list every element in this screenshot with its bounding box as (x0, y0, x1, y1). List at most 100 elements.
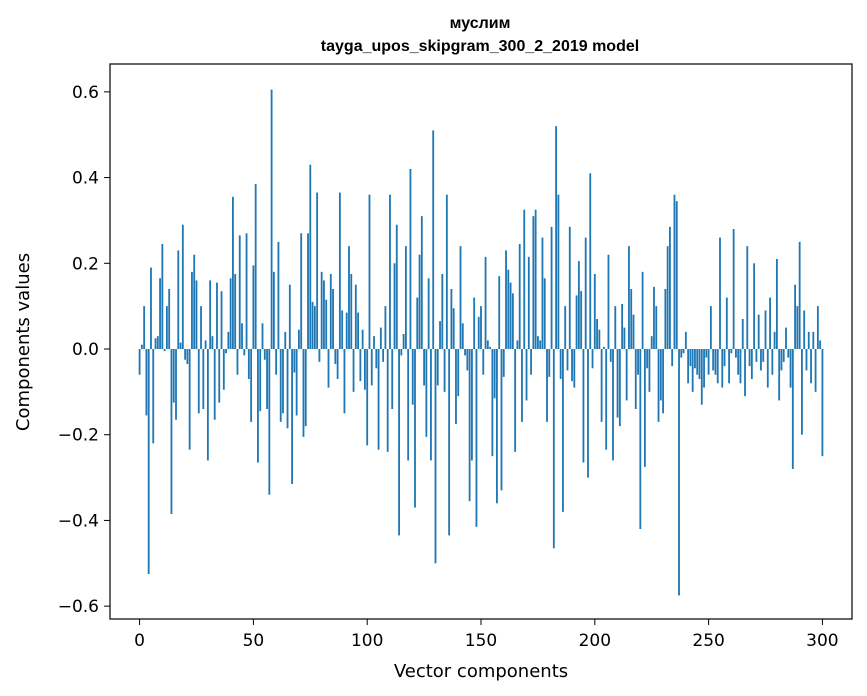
bar-component-112 (393, 263, 396, 349)
bar-component-75 (309, 164, 312, 349)
bar-component-208 (612, 349, 614, 461)
bar-component-190 (571, 349, 573, 382)
bar-component-254 (716, 349, 719, 384)
bar-component-250 (707, 349, 710, 375)
x-tick-label: 300 (806, 631, 838, 651)
bar-component-187 (564, 306, 567, 349)
bar-component-67 (291, 349, 293, 484)
bar-component-55 (263, 349, 266, 360)
bar-component-2 (143, 306, 146, 349)
bar-component-277 (769, 297, 771, 349)
bar-component-47 (245, 233, 248, 349)
bar-component-94 (352, 349, 355, 392)
bar-component-4 (147, 349, 150, 574)
bar-component-252 (712, 349, 715, 371)
bars-group (138, 89, 824, 596)
bar-component-64 (284, 331, 287, 349)
bar-component-239 (682, 349, 685, 354)
bar-component-219 (637, 349, 639, 375)
y-axis-ticks: −0.6 −0.4 −0.2 0.0 0.2 0.4 0.6 (58, 83, 110, 617)
x-tick-label: 0 (134, 631, 145, 651)
bar-component-176 (539, 340, 542, 349)
bar-component-37 (222, 349, 225, 390)
bar-component-120 (411, 349, 414, 405)
x-tick-label: 100 (351, 631, 383, 651)
bar-component-93 (350, 274, 353, 349)
bar-component-215 (628, 246, 630, 349)
bar-component-168 (521, 349, 523, 422)
bar-component-41 (232, 196, 234, 349)
bar-component-32 (211, 336, 214, 349)
bar-component-263 (737, 349, 740, 375)
bar-component-129 (432, 130, 435, 349)
bar-component-17 (177, 250, 180, 349)
bar-component-59 (272, 271, 275, 349)
x-tick-label: 200 (579, 631, 611, 651)
bar-component-241 (687, 349, 690, 384)
bar-component-185 (559, 349, 562, 379)
bar-component-162 (507, 269, 510, 349)
bar-component-16 (175, 349, 177, 420)
bar-component-74 (307, 233, 309, 349)
bar-component-201 (596, 319, 598, 349)
bar-component-105 (377, 349, 380, 450)
bar-component-91 (345, 312, 348, 349)
bar-component-158 (498, 276, 501, 349)
bar-component-197 (587, 349, 589, 478)
bar-component-186 (562, 349, 564, 512)
bar-component-127 (427, 278, 430, 349)
bar-component-242 (689, 349, 692, 367)
bar-component-264 (739, 349, 742, 384)
bar-component-110 (389, 194, 391, 349)
bar-component-223 (646, 349, 649, 369)
bar-component-68 (293, 349, 296, 373)
bar-component-118 (407, 349, 410, 461)
bar-component-97 (359, 349, 362, 382)
bar-component-193 (577, 261, 580, 349)
bar-component-13 (168, 289, 171, 349)
bar-component-161 (505, 250, 507, 349)
bar-component-177 (541, 237, 544, 349)
bar-component-163 (509, 282, 512, 349)
bar-component-273 (760, 349, 762, 371)
bar-component-281 (778, 349, 781, 401)
bar-component-58 (270, 89, 273, 350)
bar-component-207 (609, 349, 612, 362)
x-axis-ticks: 0 50 100 150 200 250 300 (134, 619, 839, 651)
bar-component-271 (755, 349, 758, 362)
bar-component-152 (484, 256, 487, 349)
bar-component-88 (338, 192, 341, 349)
bar-component-253 (714, 349, 717, 375)
bar-component-84 (329, 274, 332, 349)
bar-component-27 (200, 306, 202, 349)
bar-component-72 (302, 349, 305, 437)
bar-component-111 (391, 349, 394, 409)
bar-component-251 (709, 306, 712, 349)
bar-component-26 (197, 349, 200, 414)
bar-component-50 (252, 265, 255, 349)
bar-component-31 (209, 280, 212, 349)
bar-component-154 (489, 346, 492, 349)
bar-component-95 (354, 284, 357, 349)
bar-component-145 (468, 349, 471, 502)
bar-component-87 (336, 349, 339, 379)
bar-component-293 (805, 349, 808, 371)
bar-component-232 (666, 246, 669, 349)
bar-component-134 (443, 349, 446, 392)
x-tick-label: 150 (465, 631, 497, 651)
bar-component-244 (694, 349, 696, 369)
bar-component-133 (441, 274, 444, 349)
bar-component-30 (206, 349, 209, 461)
bar-component-86 (334, 349, 337, 364)
bar-component-228 (657, 349, 660, 422)
bar-component-278 (771, 349, 774, 375)
bar-component-130 (434, 349, 437, 564)
bar-component-291 (801, 349, 803, 435)
bar-component-61 (277, 241, 280, 349)
bar-component-198 (589, 173, 592, 349)
bar-component-292 (803, 310, 806, 349)
bar-component-124 (420, 216, 423, 349)
bar-component-262 (735, 349, 737, 358)
bar-component-160 (502, 349, 505, 377)
bar-component-265 (741, 319, 744, 349)
